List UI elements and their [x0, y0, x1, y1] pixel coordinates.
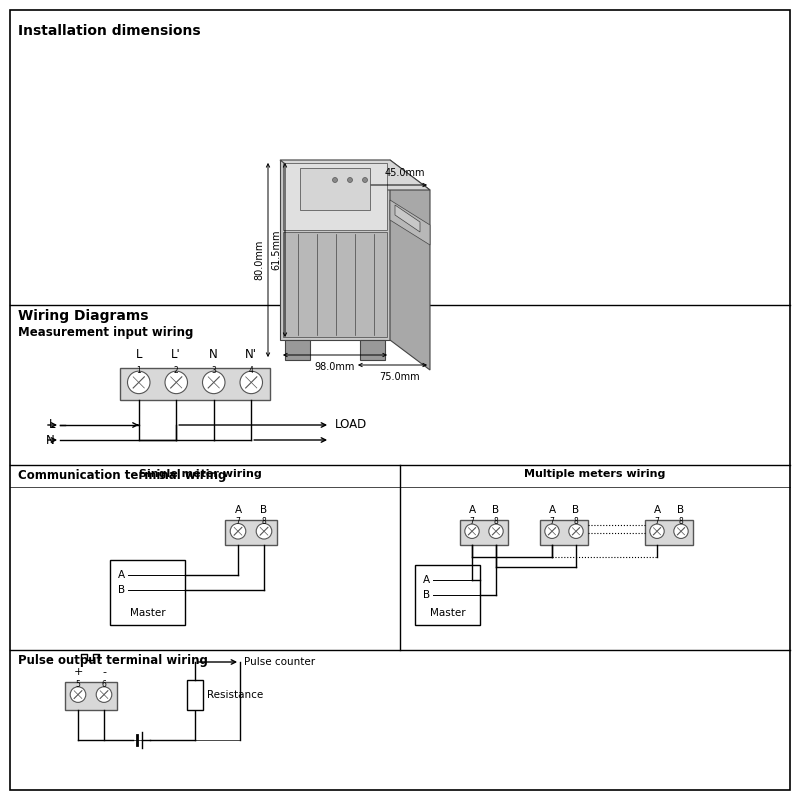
Text: LOAD: LOAD	[335, 418, 367, 431]
Text: 45.0mm: 45.0mm	[385, 168, 425, 178]
Text: 1: 1	[136, 366, 141, 375]
Bar	[460, 520, 508, 545]
Polygon shape	[280, 160, 390, 340]
Bar	[110, 560, 185, 625]
Polygon shape	[283, 163, 387, 230]
Circle shape	[545, 524, 559, 538]
Text: A: A	[234, 505, 242, 515]
Polygon shape	[390, 160, 430, 370]
Text: -: -	[102, 667, 106, 677]
Text: 6: 6	[102, 680, 106, 689]
Text: B: B	[678, 505, 685, 515]
Circle shape	[465, 524, 479, 538]
Text: Pulse counter: Pulse counter	[244, 657, 315, 667]
Bar	[120, 368, 270, 400]
Circle shape	[202, 371, 225, 394]
Text: Wiring Diagrams: Wiring Diagrams	[18, 309, 149, 323]
Polygon shape	[283, 232, 387, 337]
Text: Resistance: Resistance	[207, 690, 263, 700]
Circle shape	[650, 524, 664, 538]
Text: 7: 7	[235, 518, 241, 526]
Text: Communication terminal wiring: Communication terminal wiring	[18, 469, 226, 482]
Circle shape	[256, 523, 272, 539]
Text: 8: 8	[262, 518, 266, 526]
Text: N: N	[210, 348, 218, 361]
Polygon shape	[390, 200, 430, 245]
Circle shape	[230, 523, 246, 539]
Text: Master: Master	[430, 608, 466, 618]
Polygon shape	[280, 160, 430, 190]
Text: 3: 3	[211, 366, 216, 375]
Text: B: B	[261, 505, 267, 515]
Polygon shape	[360, 340, 385, 360]
Text: Master: Master	[130, 608, 166, 618]
Bar	[540, 520, 588, 545]
Text: L: L	[49, 418, 55, 431]
Text: Installation dimensions: Installation dimensions	[18, 24, 201, 38]
Polygon shape	[285, 340, 310, 360]
Text: L: L	[135, 348, 142, 361]
Text: 7: 7	[470, 518, 474, 526]
Bar	[645, 520, 693, 545]
Text: 2: 2	[174, 366, 178, 375]
Text: 5: 5	[75, 680, 81, 689]
Text: Measurement input wiring: Measurement input wiring	[18, 326, 194, 339]
Text: Single meter wiring: Single meter wiring	[138, 469, 262, 479]
Circle shape	[240, 371, 262, 394]
Bar	[187, 680, 203, 710]
Circle shape	[165, 371, 187, 394]
Text: Multiple meters wiring: Multiple meters wiring	[524, 469, 666, 479]
Bar	[65, 682, 117, 710]
Text: B: B	[423, 590, 430, 600]
Circle shape	[489, 524, 503, 538]
Text: 80.0mm: 80.0mm	[254, 240, 264, 280]
Text: A: A	[118, 570, 125, 580]
Circle shape	[362, 178, 367, 182]
Circle shape	[333, 178, 338, 182]
Text: N': N'	[246, 348, 258, 361]
Bar	[415, 565, 480, 625]
Text: B: B	[118, 585, 125, 595]
Text: A: A	[549, 505, 555, 515]
Bar	[225, 520, 277, 545]
Text: 7: 7	[550, 518, 554, 526]
Text: B: B	[573, 505, 579, 515]
Text: 4: 4	[249, 366, 254, 375]
Text: 98.0mm: 98.0mm	[315, 362, 355, 372]
Text: N: N	[46, 434, 55, 446]
Text: A: A	[654, 505, 661, 515]
Text: 75.0mm: 75.0mm	[380, 372, 420, 382]
Text: Pulse output terminal wiring: Pulse output terminal wiring	[18, 654, 208, 667]
Text: A: A	[423, 575, 430, 585]
Circle shape	[569, 524, 583, 538]
Text: 8: 8	[574, 518, 578, 526]
Text: +: +	[74, 667, 82, 677]
Text: 8: 8	[678, 518, 683, 526]
Polygon shape	[300, 168, 370, 210]
Polygon shape	[395, 205, 420, 232]
Text: A: A	[469, 505, 475, 515]
Circle shape	[127, 371, 150, 394]
Text: B: B	[493, 505, 499, 515]
Circle shape	[96, 686, 112, 702]
Circle shape	[674, 524, 688, 538]
Circle shape	[70, 686, 86, 702]
Text: 7: 7	[654, 518, 659, 526]
Circle shape	[347, 178, 353, 182]
Text: 8: 8	[494, 518, 498, 526]
Text: L': L'	[171, 348, 181, 361]
Text: 61.5mm: 61.5mm	[271, 230, 281, 270]
